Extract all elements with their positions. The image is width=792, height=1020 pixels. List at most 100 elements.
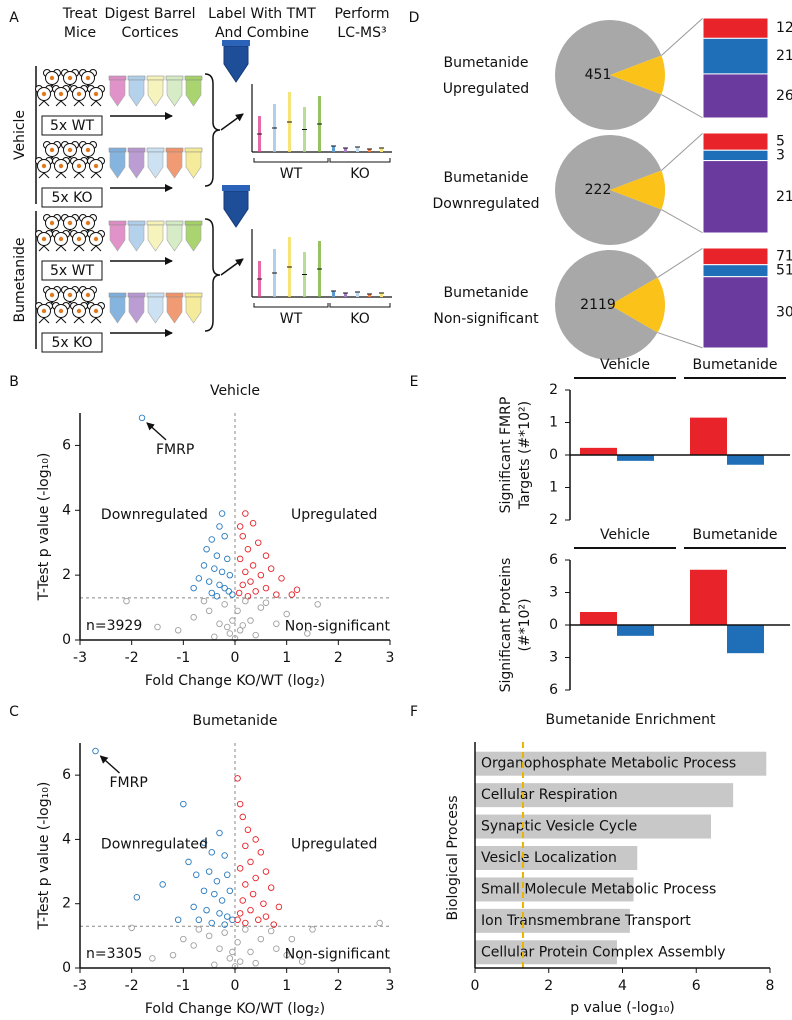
point xyxy=(267,565,275,572)
pooled-tube xyxy=(223,190,249,228)
mouse-mark xyxy=(67,220,73,226)
mouse-mark xyxy=(41,163,47,169)
point xyxy=(273,945,280,952)
segment-label: 3 xyxy=(776,147,785,163)
pie-label: 222 xyxy=(585,182,612,198)
connector xyxy=(657,332,704,349)
mouse-body xyxy=(38,317,50,324)
channel-label: WT xyxy=(280,166,303,182)
point xyxy=(236,910,244,917)
sample-box xyxy=(41,332,103,353)
point xyxy=(92,747,99,755)
mouse-mark xyxy=(93,308,99,314)
segment-label: 21 xyxy=(776,189,792,205)
bar xyxy=(475,877,634,902)
panel-letter: A xyxy=(9,10,19,26)
point xyxy=(257,604,265,611)
point xyxy=(239,581,246,589)
point xyxy=(254,539,262,546)
mouse-mark xyxy=(58,308,64,314)
point xyxy=(208,536,215,543)
mouse-mark xyxy=(49,75,55,81)
point xyxy=(221,929,228,936)
point xyxy=(218,568,226,576)
tube xyxy=(109,79,126,107)
wt-bracket xyxy=(253,303,329,308)
point xyxy=(236,865,244,872)
mouse-mark xyxy=(67,147,73,153)
point xyxy=(234,775,241,782)
y-tick-label: 6 xyxy=(62,767,71,783)
n-label: n=3929 xyxy=(86,618,142,634)
point xyxy=(190,584,197,592)
mini-bar xyxy=(332,291,335,297)
point xyxy=(123,597,130,605)
y-axis-label: T-Test p value (-log₁₀) xyxy=(36,453,52,602)
chart-title: Vehicle xyxy=(210,383,260,399)
point xyxy=(221,921,228,928)
panel-letter: C xyxy=(9,704,19,720)
point xyxy=(190,903,197,911)
point xyxy=(221,584,228,592)
stack-segment xyxy=(702,276,769,349)
point xyxy=(235,589,243,597)
point xyxy=(242,881,249,888)
x-tick-label: 8 xyxy=(766,978,775,994)
pie-label: 2119 xyxy=(580,297,616,313)
point xyxy=(236,800,244,808)
mouse-body xyxy=(55,172,67,179)
mouse-body xyxy=(55,317,67,324)
pie-slice xyxy=(555,249,658,360)
stack-segment xyxy=(702,160,769,234)
point xyxy=(195,926,203,933)
tube-cap xyxy=(127,220,146,226)
connector xyxy=(661,17,704,56)
segment-label: 71 xyxy=(776,248,792,264)
bar-label: Vesicle Localization xyxy=(481,850,617,866)
point xyxy=(262,584,270,592)
mouse-mark xyxy=(67,292,73,298)
x-tick-label: 4 xyxy=(618,978,627,994)
connector xyxy=(657,247,704,278)
segment-label: 21 xyxy=(776,48,792,64)
tube-cap xyxy=(184,220,203,226)
pie-slice xyxy=(610,277,665,333)
series-label: Upregulated xyxy=(291,836,377,852)
mouse-mark xyxy=(76,236,82,242)
x-tick-label: 2 xyxy=(544,978,553,994)
tube-cap xyxy=(127,147,146,153)
x-tick-label: 3 xyxy=(386,650,395,666)
tube-cap xyxy=(165,292,184,298)
point xyxy=(309,926,316,933)
point xyxy=(133,894,141,901)
point xyxy=(278,575,285,582)
y-axis-label: Biological Process xyxy=(445,795,461,920)
x-axis-label: Fold Change KO/WT (log₂) xyxy=(145,1001,325,1017)
point xyxy=(236,523,244,530)
point xyxy=(211,890,218,898)
point xyxy=(223,871,231,879)
point xyxy=(252,631,259,639)
point xyxy=(267,927,275,935)
x-tick-label: -2 xyxy=(125,650,139,666)
chart-title: Bumetanide xyxy=(192,713,277,729)
mouse-mark xyxy=(49,220,55,226)
y-axis-label: Targets (#*10²) xyxy=(517,401,533,510)
point xyxy=(211,961,218,969)
point xyxy=(236,555,244,563)
pie-title: Upregulated xyxy=(443,81,529,97)
tube xyxy=(166,79,183,107)
y-tick-label: 6 xyxy=(549,682,558,698)
point xyxy=(298,958,306,965)
tube xyxy=(166,296,183,324)
arrow xyxy=(220,258,244,276)
point xyxy=(239,897,246,904)
point xyxy=(226,955,234,962)
tube xyxy=(147,224,164,252)
point xyxy=(283,951,290,959)
sample-label: 5x WT xyxy=(50,263,94,279)
mini-bar xyxy=(356,292,359,297)
point xyxy=(283,610,290,618)
bar xyxy=(475,814,711,839)
tube xyxy=(185,151,202,179)
